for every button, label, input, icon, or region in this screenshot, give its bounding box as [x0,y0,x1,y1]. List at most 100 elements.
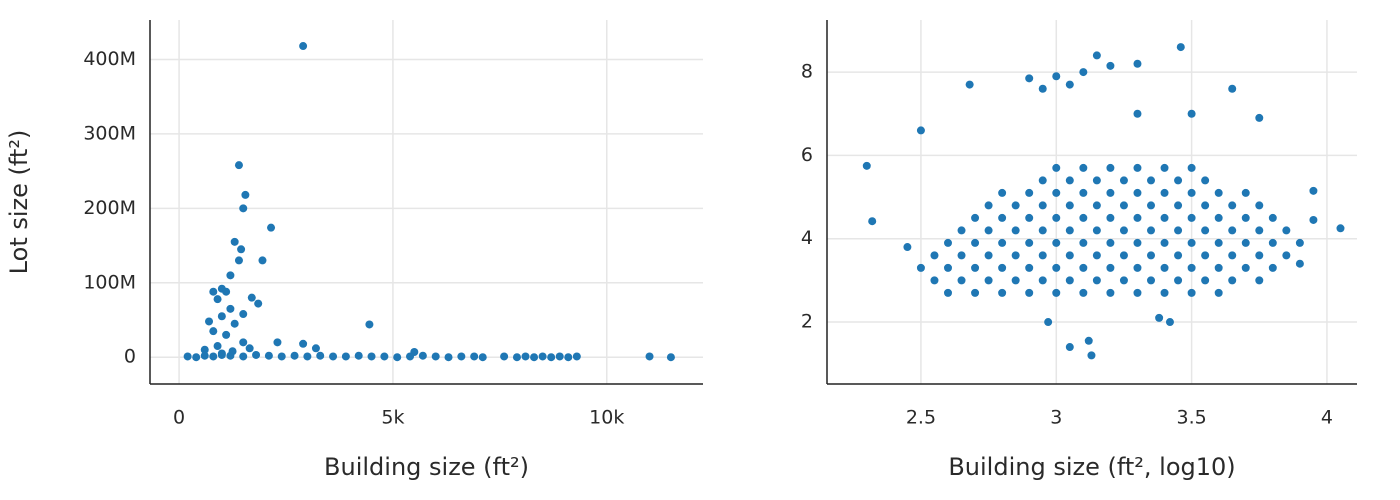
point [299,339,308,348]
point [1038,176,1047,185]
point [1092,276,1101,285]
x-tick-label: 3 [1050,407,1062,429]
point [393,353,402,362]
point [1174,201,1183,210]
point [971,288,980,297]
point [239,338,248,347]
point [1052,213,1061,222]
point [1106,163,1115,172]
point [957,251,966,260]
point [299,42,308,51]
point [239,310,248,319]
point [380,352,389,361]
point [1214,238,1223,247]
point [1133,288,1142,297]
x-tick-label: 0 [173,407,185,429]
point [1147,201,1156,210]
point [1079,188,1088,197]
point [1025,288,1034,297]
point [500,352,509,361]
point [971,238,980,247]
point [1241,213,1250,222]
y-tick-label: 100M [83,271,136,293]
point [998,238,1007,247]
point [1106,213,1115,222]
point [329,352,338,361]
point [971,263,980,272]
point [538,352,547,361]
point [1187,163,1196,172]
point [1079,288,1088,297]
point [1079,68,1088,77]
point [209,327,218,336]
point [1160,163,1169,172]
point [984,276,993,285]
point [234,161,243,170]
point [1133,213,1142,222]
point [1165,318,1174,327]
y-tick-label: 300M [83,122,136,144]
point [1255,226,1264,235]
x-tick-label: 2.5 [906,407,936,429]
point [1187,109,1196,118]
point [1174,251,1183,260]
point [237,245,246,254]
point [226,271,235,280]
point [205,317,214,326]
point [209,287,218,296]
point [998,213,1007,222]
point [1011,226,1020,235]
point [213,342,222,351]
y-tick-label: 200M [83,197,136,219]
point [1052,188,1061,197]
point [1201,176,1210,185]
point [1201,201,1210,210]
point [239,352,248,361]
point [1336,224,1345,233]
point [1282,251,1291,260]
subplot: 0 5k 10k 0 100M 200M 300M 400M Building size (ft… [5,20,703,481]
point [1268,263,1277,272]
point [943,263,952,272]
point [1241,263,1250,272]
point [1309,186,1318,195]
point [264,351,273,360]
point [200,351,209,360]
point [984,251,993,260]
point [916,263,925,272]
point [564,353,573,362]
point [1214,213,1223,222]
point [1092,201,1101,210]
point [1038,201,1047,210]
point [316,351,325,360]
x-tick-label: 4 [1321,407,1333,429]
point [1079,238,1088,247]
point [303,352,312,361]
point [1052,263,1061,272]
point [916,126,925,135]
x-axis-title: Building size (ft², log10) [948,453,1235,481]
point [1092,176,1101,185]
point [230,319,239,328]
x-tick-label: 10k [589,407,624,429]
point [1025,263,1034,272]
point [1228,226,1237,235]
point [572,352,581,361]
point [213,295,222,304]
point [1176,43,1185,52]
point [245,344,254,353]
point [1087,351,1096,360]
point [1201,276,1210,285]
point [241,190,250,199]
point [1214,263,1223,272]
point [512,353,521,362]
point [1147,176,1156,185]
point [1174,276,1183,285]
point [971,213,980,222]
point [862,161,871,170]
point [998,263,1007,272]
point [930,276,939,285]
point [1065,80,1074,89]
point [1106,61,1115,70]
